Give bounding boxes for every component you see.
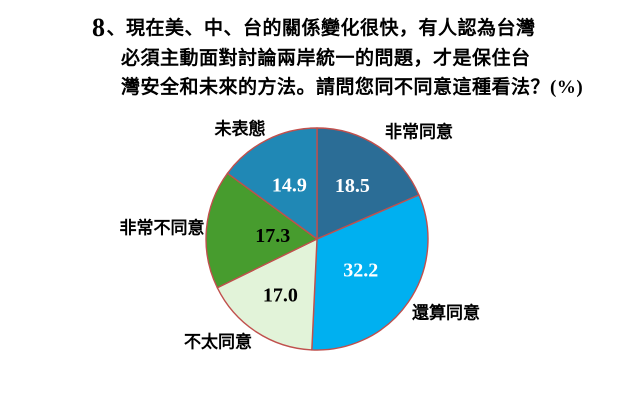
- question-title-line1: 8、現在美、中、台的關係變化很快，有人認為台灣: [92, 13, 536, 43]
- pie-value-somewhat-agree: 32.2: [343, 259, 378, 281]
- slice-label-strongly-agree: 非常同意: [385, 122, 453, 142]
- pie-slice-strongly-disagree: [205, 172, 318, 289]
- slice-label-no-opinion: 未表態: [214, 119, 266, 139]
- pie-value-no-opinion: 14.9: [272, 175, 307, 197]
- question-title-line3: 灣安全和未來的方法。請問您同不同意這種看法？(%): [121, 77, 584, 98]
- pie-slice-strongly-agree: [316, 127, 420, 240]
- pie-value-strongly-disagree: 17.3: [255, 225, 290, 247]
- pie-slice-somewhat-agree: [311, 194, 429, 351]
- question-title-line1-text: 、現在美、中、台的關係變化很快，有人認為台灣: [106, 18, 536, 39]
- pie-slice-no-opinion: [226, 127, 318, 240]
- pie-value-strongly-agree: 18.5: [335, 175, 370, 197]
- slice-label-somewhat-agree: 還算同意: [412, 303, 480, 323]
- question-number: 8: [92, 13, 106, 42]
- question-title-line2: 必須主動面對討論兩岸統一的問題，才是保住台: [121, 48, 531, 69]
- slice-label-somewhat-disagree: 不太同意: [184, 332, 252, 352]
- slice-label-strongly-disagree: 非常不同意: [119, 218, 205, 238]
- pie-slice-somewhat-disagree: [216, 238, 318, 351]
- pie-value-somewhat-disagree: 17.0: [263, 285, 298, 307]
